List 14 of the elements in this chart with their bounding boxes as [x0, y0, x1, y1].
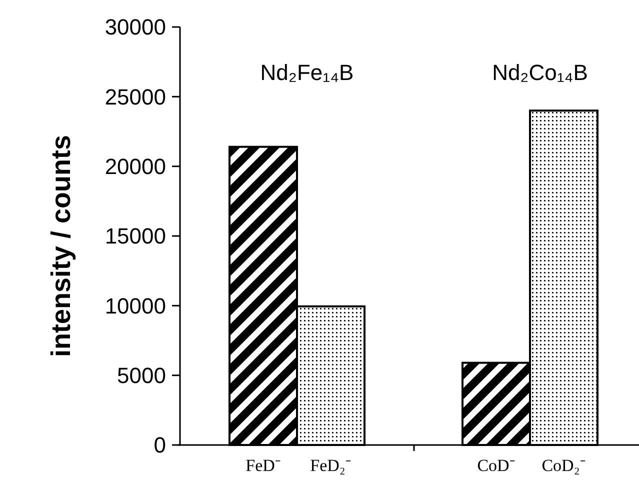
- y-tick-label: 0: [154, 432, 166, 458]
- y-tick-label: 25000: [104, 84, 166, 110]
- y-tick-label: 20000: [104, 154, 166, 180]
- y-tick-label: 30000: [104, 14, 166, 40]
- y-tick-label: 15000: [104, 224, 166, 249]
- annotation: Nd₂Fe₁₄B: [260, 60, 354, 85]
- x-tick-label: FeD⁻: [246, 456, 281, 475]
- x-tick-label: CoD⁻: [477, 456, 516, 475]
- x-tick-label: FeD₂⁻: [310, 456, 352, 475]
- y-tick-label: 5000: [117, 363, 166, 388]
- annotation: Nd₂Co₁₄B: [492, 60, 588, 85]
- y-axis-title: intensity / counts: [46, 134, 76, 358]
- y-tick-label: 10000: [104, 293, 166, 318]
- x-tick-label: CoD₂⁻: [542, 456, 586, 475]
